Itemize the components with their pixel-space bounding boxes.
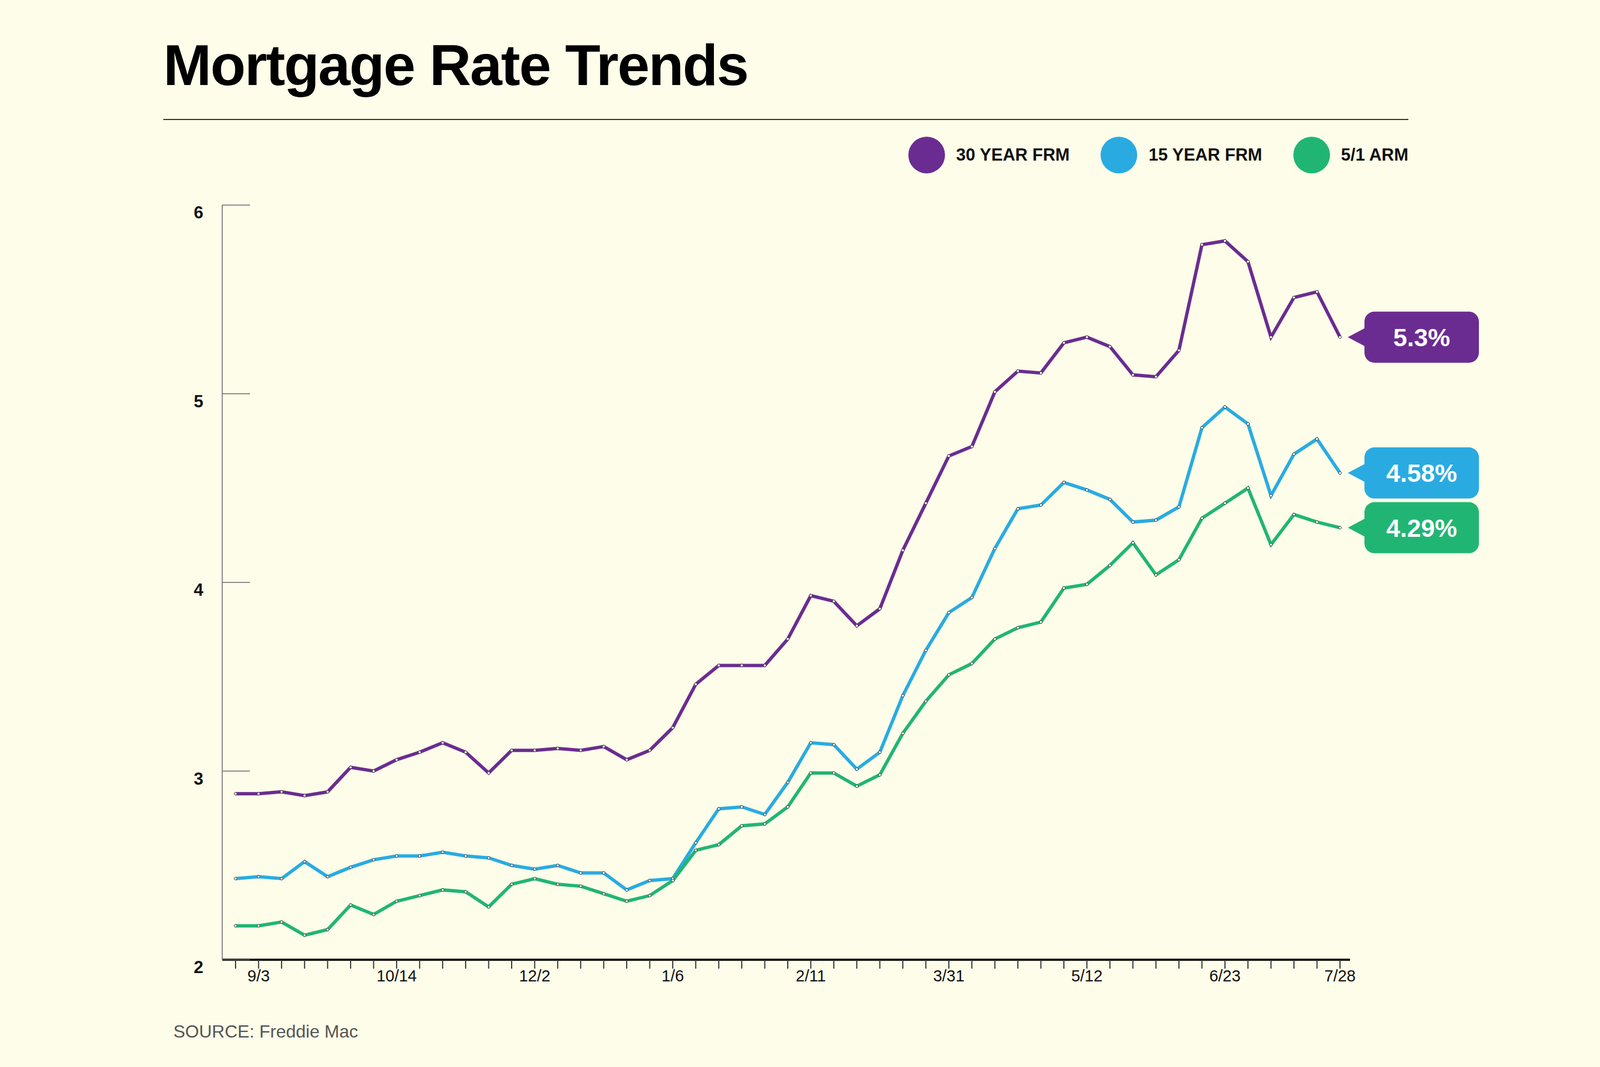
html-text:Mortgage Rate Trends: Mortgage Rate Trends: [163, 32, 748, 98]
html-text:15 YEAR FRM: 15 YEAR FRM: [1148, 145, 1263, 165]
html-text:5/1 ARM: 5/1 ARM: [1341, 145, 1409, 165]
html-text:30 YEAR FRM: 30 YEAR FRM: [956, 145, 1070, 165]
svg-text:9/3: 9/3: [247, 966, 270, 985]
svg-text:5: 5: [193, 391, 204, 412]
svg-text:10/14: 10/14: [376, 966, 418, 985]
html-text:SOURCE: Freddie Mac: SOURCE: Freddie Mac: [173, 1021, 359, 1042]
svg-text:5/12: 5/12: [1071, 966, 1103, 985]
svg-text:1/6: 1/6: [661, 966, 684, 985]
svg-text:4: 4: [193, 580, 204, 600]
svg-text:2: 2: [193, 957, 204, 977]
svg-text:3: 3: [193, 768, 204, 789]
svg-text:5.3%: 5.3%: [1393, 323, 1451, 352]
svg-text:2/11: 2/11: [795, 966, 826, 985]
svg-text:6/23: 6/23: [1209, 966, 1241, 985]
svg-text:3/31: 3/31: [933, 966, 965, 985]
svg-text:6: 6: [193, 202, 204, 223]
svg-text:7/28: 7/28: [1324, 966, 1356, 985]
svg-text:4.58%: 4.58%: [1386, 458, 1458, 488]
svg-text:4.29%: 4.29%: [1386, 513, 1458, 543]
svg-text:12/2: 12/2: [518, 966, 550, 985]
